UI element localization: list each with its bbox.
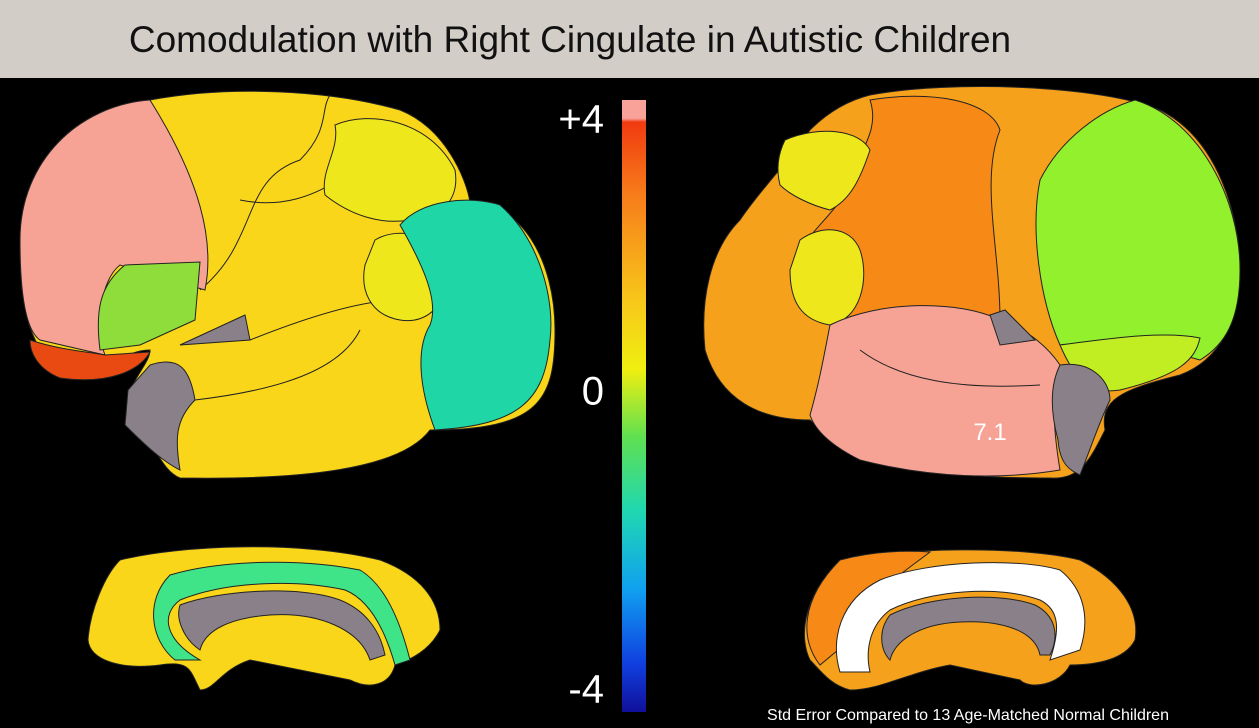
title: Comodulation with Right Cingulate in Aut… — [129, 19, 1011, 60]
annotation: 7.1 — [973, 419, 1006, 446]
colorbar-middle-label: 0 — [582, 370, 604, 414]
figure: Comodulation with Right Cingulate in Aut… — [0, 0, 1259, 728]
colorbar-bottom-label: -4 — [568, 668, 604, 712]
colorbar-top-label: +4 — [558, 98, 604, 142]
color-bar — [622, 100, 646, 712]
footnote: Std Error Compared to 13 Age-Matched Nor… — [767, 707, 1169, 724]
